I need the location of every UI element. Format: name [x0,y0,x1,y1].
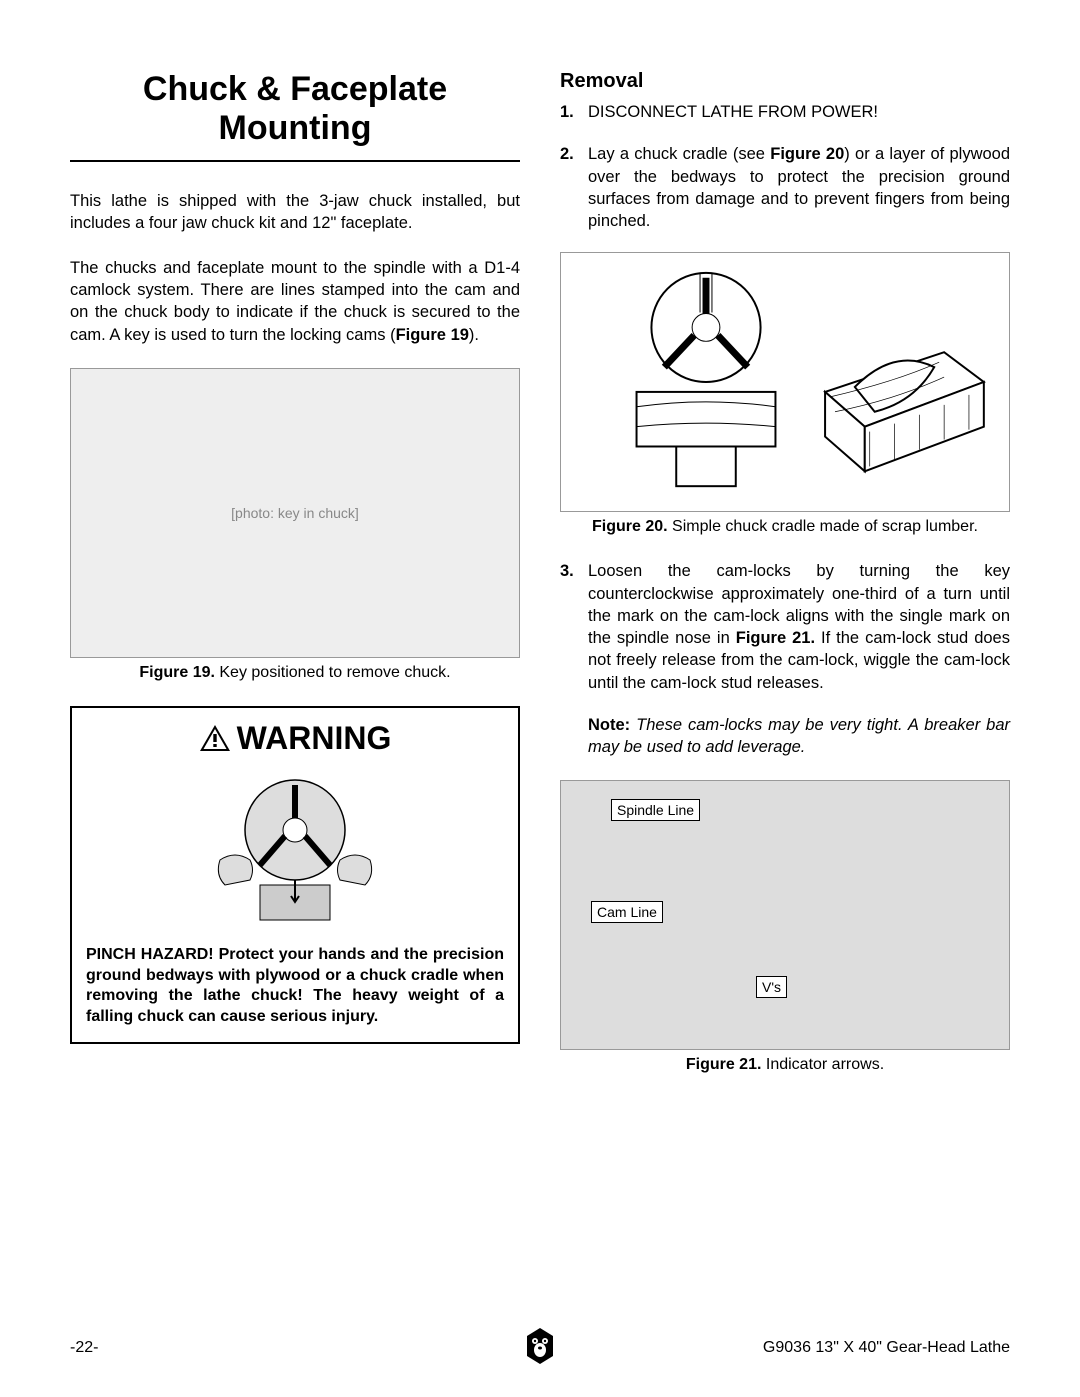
intro-paragraph-2: The chucks and faceplate mount to the sp… [70,257,520,346]
figure-21-caption: Figure 21. Indicator arrows. [560,1056,1010,1074]
warning-triangle-icon [199,724,231,752]
warning-diagram-svg [165,765,425,935]
figure-19-text: Key positioned to remove chuck. [215,664,451,681]
note: Note: These cam-locks may be very tight.… [588,714,1010,759]
figure-19-image: [photo: key in chuck] [70,368,520,658]
intro-paragraph-1: This lathe is shipped with the 3-jaw chu… [70,190,520,235]
figure-21-label: Figure 21. [686,1056,762,1073]
figure-20-caption: Figure 20. Simple chuck cradle made of s… [560,518,1010,536]
step-1-text: DISCONNECT LATHE FROM POWER! [588,101,1010,123]
page-title: Chuck & Faceplate Mounting [70,70,520,148]
doc-title: G9036 13" X 40" Gear-Head Lathe [763,1339,1010,1357]
callout-spindle-line: Spindle Line [611,799,700,821]
page-number: -22- [70,1339,98,1357]
warning-header: WARNING [86,720,504,757]
note-label: Note: [588,716,630,734]
section-heading-removal: Removal [560,70,1010,93]
callout-vs: V's [756,976,787,998]
warning-box: WARNING PINCH HAZARD! Protect your hands… [70,706,520,1044]
warning-label: WARNING [237,720,392,757]
callout-cam-line: Cam Line [591,901,663,923]
figure-20-text: Simple chuck cradle made of scrap lumber… [668,518,978,535]
figure-19-caption: Figure 19. Key positioned to remove chuc… [70,664,520,682]
bear-logo-icon [523,1326,557,1366]
step-3: 3. Loosen the cam-locks by turning the k… [560,560,1010,694]
warning-text: PINCH HAZARD! Protect your hands and the… [86,945,504,1028]
page-footer: -22- G9036 13" X 40" Gear-Head Lathe [70,1339,1010,1357]
figure-21-image: Spindle Line Cam Line V's [560,780,1010,1050]
figure-20-image [560,252,1010,512]
intro2-figref: Figure 19 [396,326,469,344]
step-1-num: 1. [560,101,588,123]
step-3-text: Loosen the cam-locks by turning the key … [588,560,1010,694]
figure-21-text: Indicator arrows. [761,1056,884,1073]
right-column: Removal 1. DISCONNECT LATHE FROM POWER! … [560,70,1010,1098]
step-2: 2. Lay a chuck cradle (see Figure 20) or… [560,143,1010,232]
removal-steps: 1. DISCONNECT LATHE FROM POWER! 2. Lay a… [560,101,1010,232]
figure-20-svg [577,253,994,511]
note-body: These cam-locks may be very tight. A bre… [588,716,1010,756]
step-2-text: Lay a chuck cradle (see Figure 20) or a … [588,143,1010,232]
left-column: Chuck & Faceplate Mounting This lathe is… [70,70,520,1098]
footer-logo [523,1326,557,1371]
figure-19-label: Figure 19. [139,664,215,681]
intro2-c: ). [469,326,479,344]
warning-diagram [86,765,504,935]
removal-steps-cont: 3. Loosen the cam-locks by turning the k… [560,560,1010,694]
figure-19-placeholder: [photo: key in chuck] [231,505,359,521]
title-rule [70,160,520,162]
step-3-num: 3. [560,560,588,694]
step-2-num: 2. [560,143,588,232]
step-1: 1. DISCONNECT LATHE FROM POWER! [560,101,1010,123]
figure-20-label: Figure 20. [592,518,668,535]
